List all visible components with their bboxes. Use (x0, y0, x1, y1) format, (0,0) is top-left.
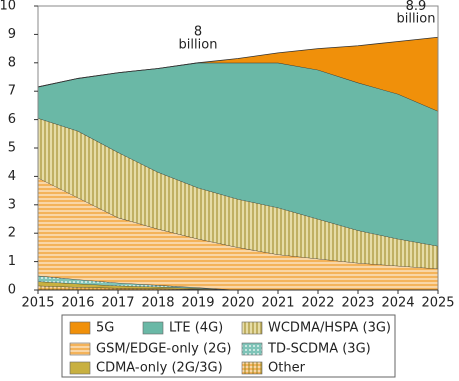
legend-label: GSM/EDGE-only (2G) (96, 342, 231, 357)
legend-swatch (241, 361, 263, 375)
area (38, 37, 438, 112)
legend-box (61, 314, 396, 378)
x-tick-label: 2024 (381, 296, 414, 311)
y-tick-label: 7 (8, 84, 16, 99)
x-tick-label: 2025 (421, 296, 454, 311)
y-tick-label: 2 (8, 226, 16, 241)
annotation: 8.9 (406, 0, 427, 14)
legend-swatch (241, 342, 263, 356)
y-tick-label: 5 (8, 141, 16, 156)
legend-swatch (69, 342, 91, 356)
x-tick-label: 2023 (341, 296, 374, 311)
y-tick-label: 0 (8, 283, 16, 298)
annotation: billion (179, 37, 218, 52)
area (38, 281, 438, 290)
y-tick-label: 9 (8, 27, 16, 42)
area (38, 62, 438, 246)
legend-label: LTE (4G) (169, 321, 223, 336)
legend-label: WCDMA/HSPA (3G) (268, 321, 391, 336)
x-tick-label: 2022 (301, 296, 334, 311)
x-tick-label: 2019 (181, 296, 214, 311)
x-tick-label: 2021 (261, 296, 294, 311)
legend-swatch (142, 321, 164, 335)
legend-label: CDMA-only (2G/3G) (96, 361, 223, 376)
legend-swatch (69, 361, 91, 375)
area (38, 177, 438, 290)
area (38, 285, 438, 290)
x-tick-label: 2017 (101, 296, 134, 311)
legend-label: TD-SCDMA (3G) (267, 342, 371, 357)
x-tick-label: 2018 (141, 296, 174, 311)
area-edge (37, 36, 439, 88)
y-tick-label: 1 (8, 254, 16, 269)
legend-swatch (69, 321, 91, 335)
x-tick-label: 2015 (21, 296, 54, 311)
x-tick-label: 2016 (61, 296, 94, 311)
area (38, 118, 438, 269)
annotation: billion (397, 12, 436, 27)
x-tick-label: 2020 (221, 296, 254, 311)
y-tick-label: 6 (8, 112, 16, 127)
y-tick-label: 3 (8, 197, 16, 212)
y-tick-label: 8 (8, 55, 16, 70)
annotation: 8 (194, 24, 202, 39)
legend-swatch (241, 321, 263, 335)
legend-label: 5G (96, 321, 114, 336)
legend-label: Other (268, 361, 306, 376)
y-tick-label: 10 (0, 0, 16, 14)
y-tick-label: 4 (8, 169, 16, 184)
